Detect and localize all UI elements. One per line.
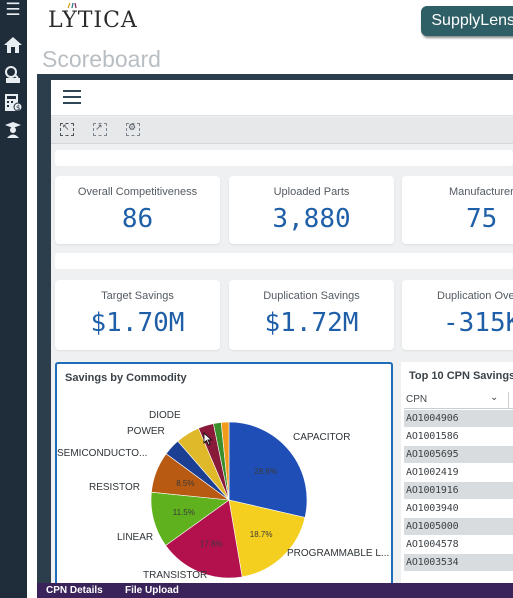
table-row[interactable]: AO1005000: [404, 518, 513, 536]
dashboard-panel: ↖ ↗ ⚙ Overall Competitiveness 86 Uploade…: [51, 80, 513, 598]
hamburger-menu-icon[interactable]: [63, 90, 81, 104]
search-chip-icon[interactable]: [3, 65, 23, 85]
select-tool-icon[interactable]: ↖: [60, 122, 74, 136]
slice-category-label: CAPACITOR: [293, 432, 350, 443]
kpi-duplication-overspend[interactable]: Duplication Ove -315K: [402, 280, 513, 350]
table-row[interactable]: AO1004578: [404, 536, 513, 554]
lytica-logo[interactable]: LYTICA: [48, 8, 138, 33]
slice-category-label: LINEAR: [117, 532, 153, 543]
kpi-duplication-savings[interactable]: Duplication Savings $1.72M: [229, 280, 394, 350]
kpi-uploaded-parts[interactable]: Uploaded Parts 3,880: [229, 176, 394, 244]
graduate-icon[interactable]: [3, 120, 23, 140]
kpi-value: 3,880: [272, 204, 351, 234]
slice-percent-label: 28.6%: [254, 467, 277, 476]
table-row[interactable]: AO1001586: [404, 428, 513, 446]
slice-category-label: RESISTOR: [89, 482, 140, 493]
kpi-value: $1.72M: [264, 308, 359, 338]
pie-slice[interactable]: [165, 499, 243, 579]
kpi-value: 86: [121, 204, 154, 234]
table-row[interactable]: AO1004906: [404, 410, 513, 428]
slice-percent-label: 11.5%: [173, 508, 195, 517]
column-separator: [508, 392, 509, 408]
home-icon[interactable]: [3, 36, 23, 56]
kpi-target-savings[interactable]: Target Savings $1.70M: [55, 280, 220, 350]
menu-icon[interactable]: ☰: [5, 0, 21, 20]
slice-category-label: POWER: [127, 426, 165, 437]
kpi-label: Uploaded Parts: [273, 186, 350, 198]
table-title: Top 10 CPN Savings: [409, 370, 513, 382]
slice-percent-label: 18.7%: [250, 530, 273, 539]
dashboard-frame: ↖ ↗ ⚙ Overall Competitiveness 86 Uploade…: [37, 74, 513, 598]
chevron-down-icon[interactable]: ⌄: [490, 392, 499, 403]
supplylens-button[interactable]: SupplyLens: [421, 6, 513, 36]
table-row[interactable]: AO1002419: [404, 464, 513, 482]
pie-slice[interactable]: [228, 421, 308, 518]
header: LYTICA Scoreboard SupplyLens: [27, 0, 513, 78]
slice-category-label: SEMICONDUCTO...: [57, 448, 147, 459]
kpi-label: Target Savings: [101, 290, 174, 302]
tab-file-upload[interactable]: File Upload: [125, 585, 179, 596]
kpi-label: Duplication Ove: [437, 290, 513, 302]
slice-category-label: TRANSISTOR: [143, 570, 207, 581]
settings-tool-icon[interactable]: ⚙: [126, 122, 140, 136]
mouse-cursor-icon: [203, 432, 213, 446]
column-header-cpn[interactable]: CPN: [406, 394, 428, 405]
page-title: Scoreboard: [42, 46, 161, 72]
slice-percent-label: 8.5%: [176, 479, 194, 488]
kpi-label: Duplication Savings: [263, 290, 360, 302]
logo-mark-icon: [67, 3, 77, 9]
top-cpn-savings-card[interactable]: Top 10 CPN Savings CPN ⌄ AO1004906 AO1001…: [401, 362, 513, 598]
kpi-value: $1.70M: [90, 308, 185, 338]
table-header: CPN ⌄: [404, 392, 513, 409]
calculator-dollar-icon[interactable]: $: [3, 93, 23, 113]
slice-category-label: PROGRAMMABLE L...: [287, 548, 389, 559]
svg-text:$: $: [16, 104, 20, 112]
left-rail: ☰ $: [0, 0, 27, 598]
filter-strip: [55, 150, 513, 166]
kpi-overall-competitiveness[interactable]: Overall Competitiveness 86: [55, 176, 220, 244]
toolbar: ↖ ↗ ⚙: [51, 117, 513, 144]
tab-cpn-details[interactable]: CPN Details: [46, 585, 103, 596]
pie-slice[interactable]: [220, 421, 230, 501]
savings-by-commodity-card[interactable]: Savings by Commodity 28.6% CAPACITOR 18.7%…: [55, 362, 393, 598]
logo-text: LYTICA: [48, 8, 138, 33]
slice-percent-label: 17.8%: [200, 539, 223, 548]
kpi-value: -315K: [443, 308, 513, 338]
bottom-tab-bar: CPN Details File Upload: [37, 583, 513, 598]
chart-title: Savings by Commodity: [65, 372, 187, 384]
kpi-label: Manufacturer: [449, 186, 513, 198]
table-body: AO1004906 AO1001586 AO1005695 AO1002419 AO10…: [404, 410, 513, 572]
menubar: [51, 80, 513, 116]
pie-chart[interactable]: 28.6% CAPACITOR 18.7% PROGRAMMABLE L... 17.8…: [57, 364, 391, 596]
section-divider: [55, 253, 513, 269]
pie-slice[interactable]: [228, 499, 306, 578]
table-row[interactable]: AO1003534: [404, 554, 513, 572]
kpi-value: 75: [466, 204, 498, 234]
table-row[interactable]: AO1005695: [404, 446, 513, 464]
table-row[interactable]: AO1001916: [404, 482, 513, 500]
kpi-manufacturers[interactable]: Manufacturer 75: [402, 176, 513, 244]
table-row[interactable]: AO1003940: [404, 500, 513, 518]
export-tool-icon[interactable]: ↗: [93, 122, 107, 136]
kpi-label: Overall Competitiveness: [77, 186, 198, 198]
slice-category-label: DIODE: [149, 410, 181, 421]
